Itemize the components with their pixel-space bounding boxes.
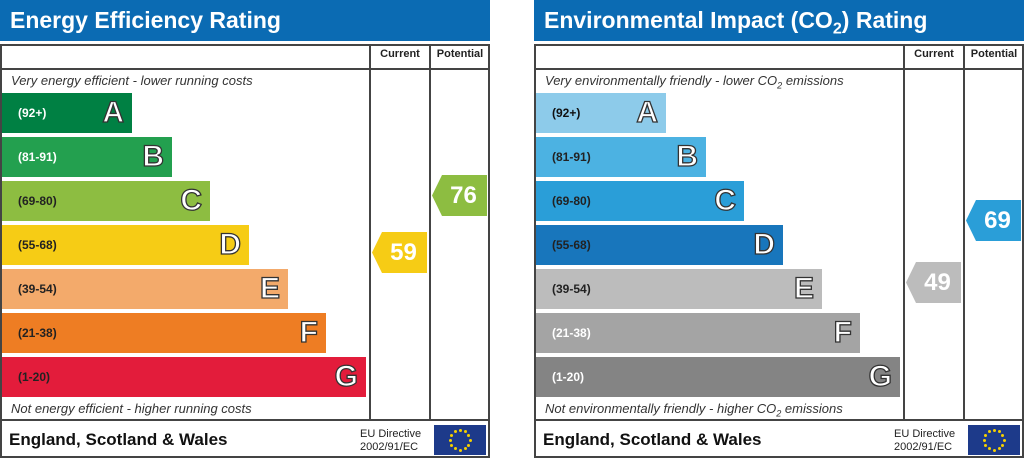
header-divider (0, 68, 490, 70)
band-g: (1-20) G (536, 357, 900, 397)
energy-efficiency-panel: Energy Efficiency Rating Current Potential… (0, 0, 490, 460)
band-a: (92+) A (536, 93, 666, 133)
eu-directive: EU Directive 2002/91/EC (360, 428, 421, 454)
bottom-note: Not environmentally friendly - higher CO… (545, 401, 843, 419)
header-divider (534, 68, 1024, 70)
chart-title: Environmental Impact (CO2) Rating (534, 0, 1024, 41)
band-letter: G (334, 359, 359, 393)
band-b: (81-91) B (2, 137, 172, 177)
band-range: (55-68) (552, 238, 591, 252)
band-d: (55-68) D (536, 225, 783, 265)
footer-region: England, Scotland & Wales (9, 430, 228, 449)
eu-directive-line2: 2002/91/EC (894, 441, 953, 453)
band-a: (92+) A (2, 93, 132, 133)
band-letter: A (102, 95, 125, 129)
band-c: (69-80) C (536, 181, 744, 221)
potential-rating-arrow: 69 (966, 200, 1021, 241)
eu-flag-icon (968, 425, 1020, 455)
band-letter: D (753, 227, 776, 261)
band-letter: F (299, 315, 319, 349)
current-column-divider (903, 44, 905, 420)
band-range: (55-68) (18, 238, 57, 252)
band-range: (39-54) (18, 282, 57, 296)
band-range: (1-20) (18, 370, 51, 384)
band-e: (39-54) E (2, 269, 288, 309)
potential-column-header: Potential (436, 48, 484, 60)
band-letter: B (142, 139, 165, 173)
band-b: (81-91) B (536, 137, 706, 177)
current-rating-arrow: 59 (372, 232, 427, 273)
eu-directive-line1: EU Directive (894, 428, 956, 440)
band-letter: A (636, 95, 659, 129)
band-letter: G (868, 359, 893, 393)
potential-rating-arrow: 76 (432, 175, 487, 216)
band-range: (81-91) (552, 150, 591, 164)
band-range: (81-91) (18, 150, 57, 164)
eu-flag-icon (434, 425, 486, 455)
footer-divider (534, 419, 1024, 421)
band-letter: C (180, 183, 203, 217)
environmental-impact-panel: Environmental Impact (CO2) Rating Current… (534, 0, 1024, 460)
band-range: (92+) (18, 106, 47, 120)
band-range: (69-80) (552, 194, 591, 208)
top-note: Very energy efficient - lower running co… (11, 73, 253, 88)
potential-column-header: Potential (970, 48, 1018, 60)
potential-column-divider (963, 44, 965, 420)
bottom-note: Not energy efficient - higher running co… (11, 401, 252, 416)
eu-directive-line1: EU Directive (360, 428, 422, 440)
band-letter: D (219, 227, 242, 261)
footer-divider (0, 419, 490, 421)
band-range: (39-54) (552, 282, 591, 296)
eu-directive: EU Directive 2002/91/EC (894, 428, 955, 454)
chart-frame (0, 44, 490, 458)
chart-title: Energy Efficiency Rating (0, 0, 490, 41)
eu-directive-line2: 2002/91/EC (360, 441, 419, 453)
band-c: (69-80) C (2, 181, 210, 221)
band-g: (1-20) G (2, 357, 366, 397)
band-d: (55-68) D (2, 225, 249, 265)
current-column-header: Current (914, 48, 954, 60)
band-letter: C (714, 183, 737, 217)
band-range: (69-80) (18, 194, 57, 208)
band-e: (39-54) E (536, 269, 822, 309)
current-column-header: Current (380, 48, 420, 60)
potential-column-divider (429, 44, 431, 420)
current-column-divider (369, 44, 371, 420)
band-range: (21-38) (18, 326, 57, 340)
band-f: (21-38) F (536, 313, 860, 353)
band-range: (92+) (552, 106, 581, 120)
band-f: (21-38) F (2, 313, 326, 353)
footer-region: England, Scotland & Wales (543, 430, 762, 449)
band-letter: B (676, 139, 699, 173)
band-range: (21-38) (552, 326, 591, 340)
top-note: Very environmentally friendly - lower CO… (545, 73, 844, 91)
band-letter: F (833, 315, 853, 349)
band-letter: E (259, 271, 280, 305)
chart-frame (534, 44, 1024, 458)
current-rating-arrow: 49 (906, 262, 961, 303)
band-letter: E (793, 271, 814, 305)
band-range: (1-20) (552, 370, 585, 384)
